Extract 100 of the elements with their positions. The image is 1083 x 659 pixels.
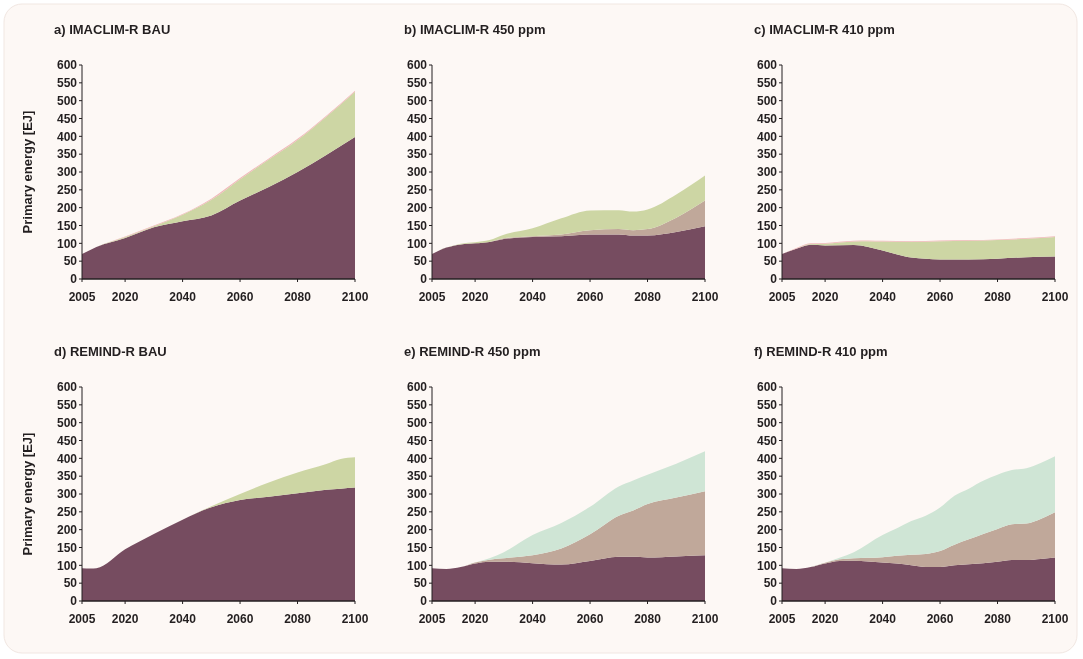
y-tick-label: 0 xyxy=(770,594,778,609)
y-tick-label: 350 xyxy=(406,469,428,484)
y-tick-label: 250 xyxy=(756,505,778,520)
y-tick-label: 150 xyxy=(756,540,778,555)
y-tick-label: 50 xyxy=(413,576,428,591)
y-tick-label: 150 xyxy=(56,218,78,233)
y-tick-label: 550 xyxy=(756,398,778,413)
y-tick-label: 400 xyxy=(756,129,778,144)
x-tick-label: 2040 xyxy=(169,612,197,626)
x-tick-label: 2005 xyxy=(418,290,446,304)
y-tick-label: 500 xyxy=(406,93,428,108)
y-tick-label: 300 xyxy=(756,165,778,180)
y-tick-label: 100 xyxy=(406,236,428,251)
x-tick-label: 2100 xyxy=(691,612,719,626)
y-tick-label: 300 xyxy=(56,165,78,180)
y-tick-label: 50 xyxy=(763,254,778,269)
x-tick-label: 2005 xyxy=(68,612,96,626)
y-tick-label: 600 xyxy=(406,58,428,73)
y-tick-label: 200 xyxy=(756,200,778,215)
y-tick-label: 100 xyxy=(756,558,778,573)
x-tick-label: 2080 xyxy=(284,612,312,626)
x-tick-label: 2020 xyxy=(461,290,489,304)
x-tick-label: 2100 xyxy=(1041,290,1069,304)
y-tick-label: 600 xyxy=(756,380,778,395)
y-tick-label: 350 xyxy=(756,147,778,162)
x-tick-label: 2040 xyxy=(869,290,897,304)
y-tick-label: 600 xyxy=(56,58,78,73)
chart-title: d) REMIND-R BAU xyxy=(54,344,167,359)
y-tick-label: 350 xyxy=(56,469,78,484)
y-tick-label: 300 xyxy=(756,487,778,502)
x-tick-label: 2080 xyxy=(634,612,662,626)
y-tick-label: 400 xyxy=(406,129,428,144)
y-tick-label: 550 xyxy=(406,76,428,91)
y-tick-label: 200 xyxy=(406,200,428,215)
y-tick-label: 450 xyxy=(56,111,78,126)
y-tick-label: 0 xyxy=(420,272,428,287)
y-tick-label: 400 xyxy=(56,129,78,144)
y-tick-label: 100 xyxy=(56,558,78,573)
y-tick-label: 350 xyxy=(406,147,428,162)
x-tick-label: 2100 xyxy=(341,612,369,626)
y-tick-label: 550 xyxy=(406,398,428,413)
y-tick-label: 50 xyxy=(413,254,428,269)
x-tick-label: 2020 xyxy=(111,290,139,304)
x-tick-label: 2060 xyxy=(926,612,954,626)
y-tick-label: 0 xyxy=(70,272,78,287)
x-tick-label: 2020 xyxy=(811,612,839,626)
x-tick-label: 2080 xyxy=(634,290,662,304)
y-tick-label: 150 xyxy=(756,218,778,233)
y-tick-label: 200 xyxy=(756,522,778,537)
y-tick-label: 100 xyxy=(756,236,778,251)
y-tick-label: 400 xyxy=(756,451,778,466)
y-tick-label: 450 xyxy=(406,433,428,448)
y-tick-label: 0 xyxy=(770,272,778,287)
x-tick-label: 2005 xyxy=(768,290,796,304)
y-tick-label: 200 xyxy=(406,522,428,537)
y-tick-label: 100 xyxy=(406,558,428,573)
x-tick-label: 2005 xyxy=(68,290,96,304)
x-tick-label: 2100 xyxy=(1041,612,1069,626)
y-tick-label: 250 xyxy=(406,183,428,198)
y-axis-title: Primary energy [EJ] xyxy=(20,432,35,556)
y-tick-label: 450 xyxy=(406,111,428,126)
y-tick-label: 0 xyxy=(70,594,78,609)
y-tick-label: 300 xyxy=(56,487,78,502)
x-tick-label: 2100 xyxy=(341,290,369,304)
y-tick-label: 50 xyxy=(63,576,78,591)
y-tick-label: 550 xyxy=(56,76,78,91)
x-tick-label: 2080 xyxy=(984,612,1012,626)
chart-title: b) IMACLIM-R 450 ppm xyxy=(404,22,546,37)
y-tick-label: 600 xyxy=(756,58,778,73)
y-tick-label: 400 xyxy=(406,451,428,466)
x-tick-label: 2060 xyxy=(926,290,954,304)
x-tick-label: 2040 xyxy=(169,290,197,304)
x-tick-label: 2040 xyxy=(519,290,547,304)
y-tick-label: 400 xyxy=(56,451,78,466)
y-tick-label: 100 xyxy=(56,236,78,251)
chart-title: e) REMIND-R 450 ppm xyxy=(404,344,541,359)
y-tick-label: 500 xyxy=(756,415,778,430)
x-tick-label: 2060 xyxy=(576,612,604,626)
chart-title: c) IMACLIM-R 410 ppm xyxy=(754,22,895,37)
y-tick-label: 200 xyxy=(56,200,78,215)
y-tick-label: 250 xyxy=(406,505,428,520)
y-tick-label: 50 xyxy=(63,254,78,269)
y-tick-label: 500 xyxy=(756,93,778,108)
y-tick-label: 450 xyxy=(756,111,778,126)
y-axis-title: Primary energy [EJ] xyxy=(20,110,35,234)
y-tick-label: 600 xyxy=(56,380,78,395)
y-tick-label: 150 xyxy=(406,218,428,233)
y-tick-label: 200 xyxy=(56,522,78,537)
y-tick-label: 450 xyxy=(56,433,78,448)
x-tick-label: 2080 xyxy=(984,290,1012,304)
y-tick-label: 250 xyxy=(56,183,78,198)
x-tick-label: 2040 xyxy=(869,612,897,626)
chart-title: f) REMIND-R 410 ppm xyxy=(754,344,888,359)
x-tick-label: 2020 xyxy=(111,612,139,626)
y-tick-label: 450 xyxy=(756,433,778,448)
x-tick-label: 2060 xyxy=(576,290,604,304)
x-tick-label: 2080 xyxy=(284,290,312,304)
y-tick-label: 150 xyxy=(406,540,428,555)
y-tick-label: 250 xyxy=(756,183,778,198)
x-tick-label: 2060 xyxy=(226,290,254,304)
